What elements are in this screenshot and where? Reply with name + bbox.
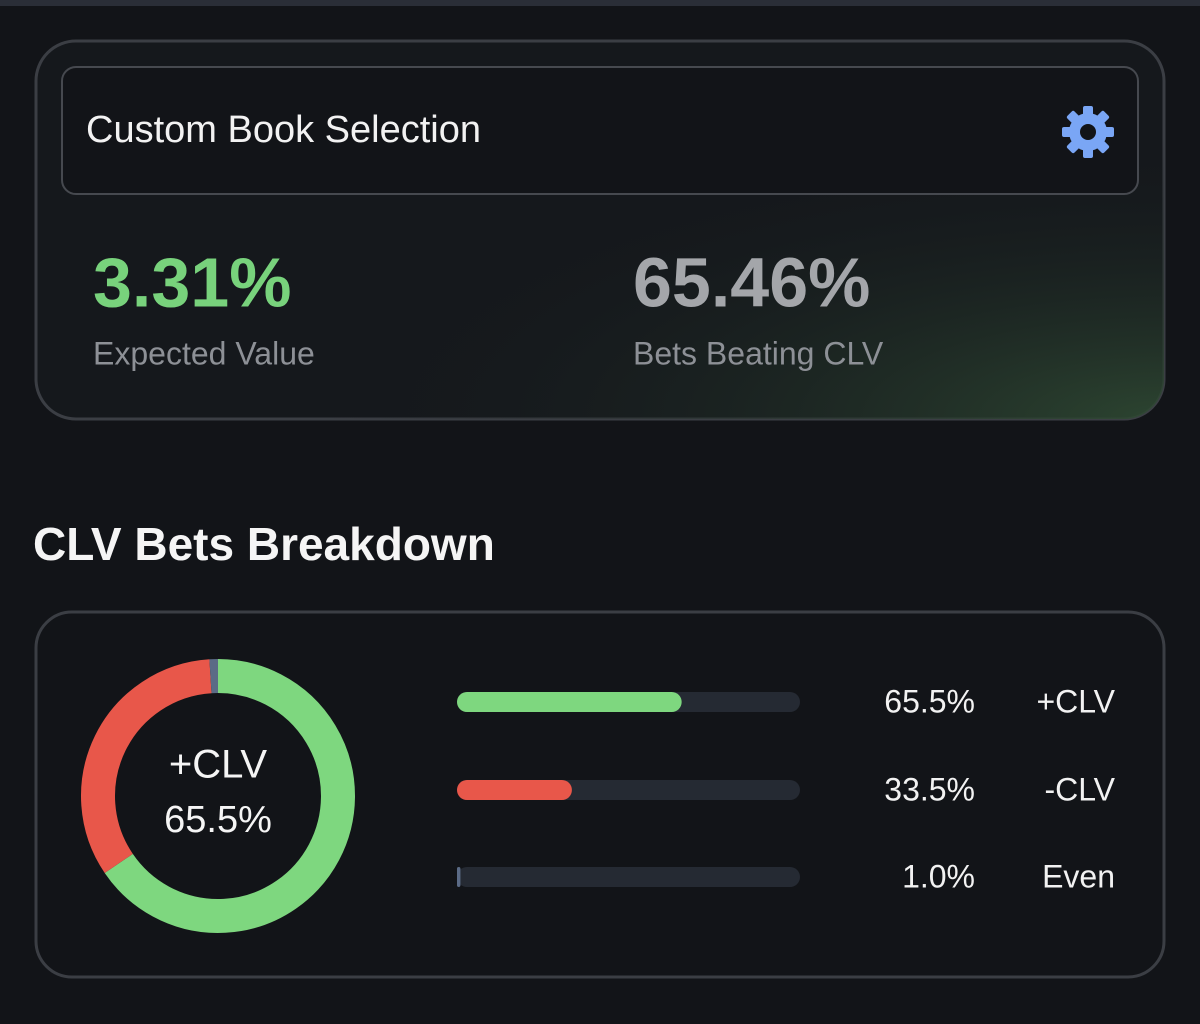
donut-center-value: 65.5% xyxy=(164,799,272,841)
selector-title: Custom Book Selection xyxy=(86,109,481,151)
value-label: 65.5% xyxy=(884,683,975,719)
donut-center-label: +CLV xyxy=(169,743,268,787)
top-bar xyxy=(0,0,1200,6)
value-label: 1.0% xyxy=(902,858,975,894)
category-label: -CLV xyxy=(1044,771,1115,807)
stat-value: 65.46% xyxy=(633,243,870,321)
donut-segment xyxy=(81,659,212,873)
stat-value: 3.31% xyxy=(93,243,291,321)
donut-segment xyxy=(104,659,355,933)
bar xyxy=(457,780,572,800)
book-selector[interactable] xyxy=(61,66,1139,195)
bar-track xyxy=(457,867,800,887)
bar xyxy=(457,692,682,712)
settings-icon[interactable] xyxy=(1062,106,1114,158)
value-label: 33.5% xyxy=(884,771,975,807)
section-title: CLV Bets Breakdown xyxy=(33,518,495,570)
category-label: +CLV xyxy=(1036,683,1115,719)
stat-label: Expected Value xyxy=(93,335,315,371)
category-label: Even xyxy=(1042,858,1115,894)
bar xyxy=(457,867,461,887)
stat-label: Bets Beating CLV xyxy=(633,335,884,371)
